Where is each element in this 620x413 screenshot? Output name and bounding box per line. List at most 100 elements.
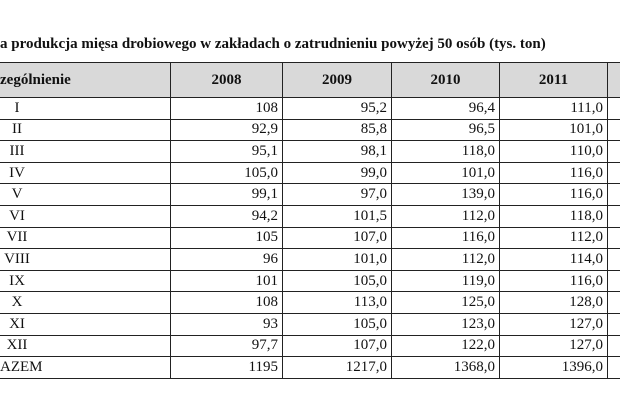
cell: 111,0: [499, 97, 608, 120]
cell: 123,0: [391, 312, 500, 336]
table-title: a produkcja mięsa drobiowego w zakładach…: [0, 36, 546, 52]
cell: 1195: [170, 356, 283, 379]
row-label: II: [0, 118, 171, 142]
cell: 108: [170, 291, 283, 314]
cell: [607, 118, 620, 142]
cell: 105,0: [282, 269, 392, 293]
cell: 96: [170, 248, 283, 271]
cell: 116,0: [499, 183, 608, 206]
table-row: II 92,9 85,8 96,5 101,0: [0, 118, 620, 142]
cell: [607, 161, 620, 185]
header-cell: [607, 62, 620, 98]
cell: [607, 269, 620, 293]
cell: 122,0: [391, 334, 500, 358]
row-label-text: V: [11, 186, 23, 203]
cell: [607, 226, 620, 250]
cell: 112,0: [391, 204, 500, 228]
row-label: AZEM: [0, 356, 171, 379]
row-label-text: IX: [9, 272, 25, 289]
row-label: III: [0, 140, 171, 163]
cell: 127,0: [499, 334, 608, 358]
cell: 105,0: [282, 312, 392, 336]
cell: [607, 204, 620, 228]
row-label: I: [0, 97, 171, 120]
cell: 96,5: [391, 118, 500, 142]
cell: [607, 183, 620, 206]
row-label: V: [0, 183, 171, 206]
cell: 101,0: [282, 248, 392, 271]
table-row: III 95,1 98,1 118,0 110,0: [0, 140, 620, 163]
cell: 94,2: [170, 204, 283, 228]
row-label: IV: [0, 161, 171, 185]
row-label: XII: [0, 334, 171, 358]
cell: 105,0: [170, 161, 283, 185]
row-label-text: XII: [6, 337, 28, 354]
row-label-text: VIII: [4, 250, 30, 267]
cell: 107,0: [282, 226, 392, 250]
cell: 101,0: [499, 118, 608, 142]
cell: 1217,0: [282, 356, 392, 379]
table-row: IV 105,0 99,0 101,0 116,0: [0, 161, 620, 185]
cell: 110,0: [499, 140, 608, 163]
cell: 101,0: [391, 161, 500, 185]
cell: 107,0: [282, 334, 392, 358]
cell: 101,5: [282, 204, 392, 228]
table-row: XI 93 105,0 123,0 127,0: [0, 312, 620, 336]
cell: 97,0: [282, 183, 392, 206]
row-label-text: XI: [9, 315, 25, 332]
cell: 112,0: [391, 248, 500, 271]
cell: 85,8: [282, 118, 392, 142]
cell: 99,1: [170, 183, 283, 206]
row-label-text: X: [11, 294, 23, 311]
cell: 95,1: [170, 140, 283, 163]
table-row: I 108 95,2 96,4 111,0: [0, 97, 620, 120]
cell: 114,0: [499, 248, 608, 271]
cell: 116,0: [499, 161, 608, 185]
header-cell: zególnienie: [0, 62, 171, 98]
row-label: VI: [0, 204, 171, 228]
cell: 96,4: [391, 97, 500, 120]
row-label: XI: [0, 312, 171, 336]
table-row: AZEM 1195 1217,0 1368,0 1396,0: [0, 356, 620, 379]
header-row: zególnienie 2008 2009 2010 2011: [0, 62, 620, 98]
header-cell: 2009: [282, 62, 392, 98]
data-table: zególnienie 2008 2009 2010 2011 I 108 95,2 96,4…: [0, 62, 620, 379]
cell: 119,0: [391, 269, 500, 293]
header-cell: 2008: [170, 62, 283, 98]
table-row: VIII 96 101,0 112,0 114,0: [0, 248, 620, 271]
cell: [607, 248, 620, 271]
cell: 95,2: [282, 97, 392, 120]
row-label-text: VII: [6, 229, 28, 246]
cell: [607, 140, 620, 163]
header-cell: 2011: [499, 62, 608, 98]
table-row: VII 105 107,0 116,0 112,0: [0, 226, 620, 250]
cell: 113,0: [282, 291, 392, 314]
cell: [607, 97, 620, 120]
cell: 116,0: [499, 269, 608, 293]
cell: 112,0: [499, 226, 608, 250]
row-label-text: IV: [9, 164, 25, 181]
cell: 128,0: [499, 291, 608, 314]
table-row: XII 97,7 107,0 122,0 127,0: [0, 334, 620, 358]
cell: 97,7: [170, 334, 283, 358]
cell: 118,0: [499, 204, 608, 228]
cell: 116,0: [391, 226, 500, 250]
cell: 92,9: [170, 118, 283, 142]
cell: 93: [170, 312, 283, 336]
cell: 1368,0: [391, 356, 500, 379]
cell: [607, 312, 620, 336]
row-label-text: II: [12, 121, 22, 138]
cell: [607, 291, 620, 314]
row-label-text: III: [9, 142, 25, 159]
table-row: IX 101 105,0 119,0 116,0: [0, 269, 620, 293]
cell: 1396,0: [499, 356, 608, 379]
cell: 125,0: [391, 291, 500, 314]
row-label: IX: [0, 269, 171, 293]
cell: [607, 356, 620, 379]
row-label: VII: [0, 226, 171, 250]
cell: 139,0: [391, 183, 500, 206]
row-label-text: AZEM: [0, 358, 43, 375]
cell: 127,0: [499, 312, 608, 336]
row-label-text: VI: [9, 207, 25, 224]
